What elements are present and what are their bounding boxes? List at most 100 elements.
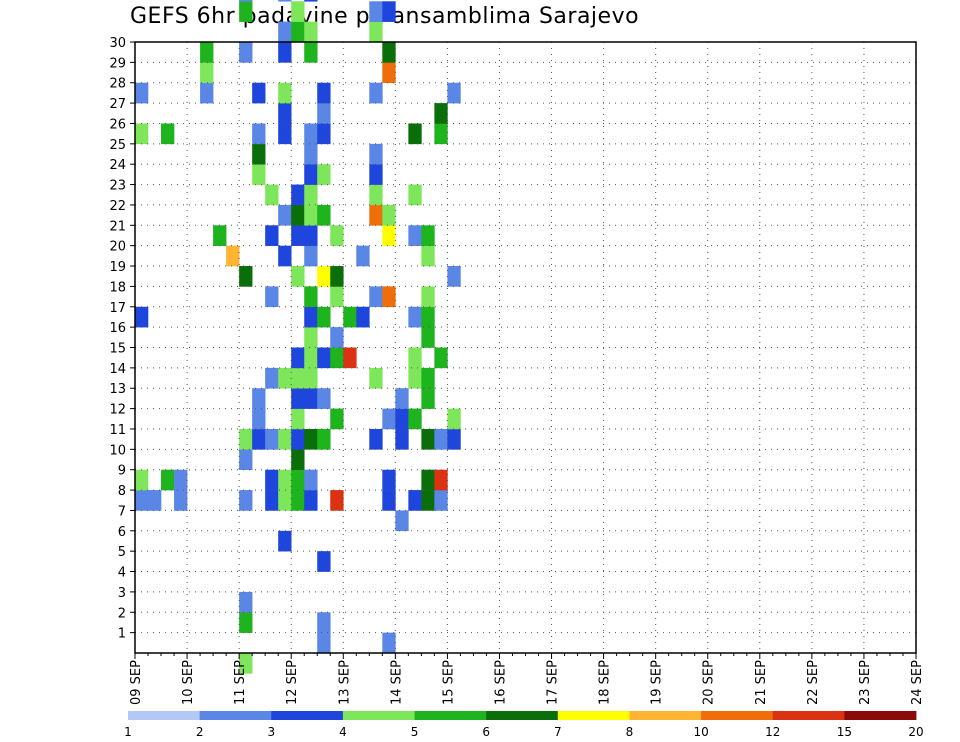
heatmap-cell [304,469,318,491]
heatmap-cell [265,469,279,491]
legend-label: 3 [267,725,275,739]
heatmap-cell [421,428,435,450]
heatmap-cell [148,490,162,511]
heatmap-cell [421,469,435,491]
y-tick-label: 23 [109,179,126,194]
heatmap-cell [395,428,409,450]
y-tick-label: 16 [109,321,126,336]
legend-swatch [342,711,415,720]
heatmap-cell [317,266,331,287]
y-tick-label: 17 [109,301,126,316]
heatmap-cell [304,327,318,348]
legend-swatch [414,711,487,720]
y-tick-label: 22 [109,199,126,214]
heatmap-cell [135,123,149,145]
heatmap-cell [278,490,292,511]
heatmap-cell [369,428,383,450]
heatmap-cell [161,123,175,145]
heatmap-cell [291,204,305,226]
y-tick-label: 8 [118,484,126,499]
heatmap-cell [317,347,331,369]
heatmap-cell [278,245,292,267]
heatmap-cell [239,653,253,674]
heatmap-cell [421,306,435,328]
x-tick-label: 12 SEP [285,660,300,705]
legend-swatch [557,711,630,720]
heatmap-cell [382,62,396,84]
x-tick-label: 18 SEP [598,660,613,705]
heatmap-cell [239,449,253,470]
heatmap-cell [239,42,253,63]
heatmap-cell [421,245,435,267]
heatmap-cell [421,490,435,511]
heatmap-cell [135,469,149,491]
y-tick-label: 1 [118,627,126,642]
y-tick-label: 21 [109,219,126,234]
heatmap-cell [434,347,448,369]
heatmap-cell [278,428,292,450]
heatmap-cell [278,21,292,43]
heatmap-cell [304,388,318,409]
heatmap-cell [291,449,305,470]
heatmap-cell [395,510,409,532]
heatmap-cell [408,306,422,328]
heatmap-cell [291,469,305,491]
x-tick-label: 24 SEP [910,660,925,705]
heatmap-cell [265,428,279,450]
heatmap-cell [408,367,422,389]
heatmap-cell [252,428,266,450]
heatmap-cell [252,143,266,165]
heatmap-cell [317,306,331,328]
heatmap-cell [447,266,461,287]
heatmap-cell [304,245,318,267]
heatmap-cell [408,184,422,206]
color-legend: 1 2 3 4 5 6 7 8 10 12 15 20 [124,711,924,739]
heatmap-cell [356,245,370,267]
heatmap-cell [252,408,266,430]
heatmap-cell [317,103,331,124]
heatmap-cell [200,42,214,63]
heatmap-cell [291,490,305,511]
heatmap-cell [174,469,188,491]
heatmap-cell [304,367,318,389]
y-tick-label: 27 [109,97,126,112]
heatmap-cell [291,21,305,43]
y-tick-label: 3 [118,586,126,601]
heatmap-cell [343,347,357,369]
heatmap-cell [382,490,396,511]
heatmap-cell [278,367,292,389]
y-tick-label: 9 [118,464,126,479]
heatmap-cell [278,530,292,552]
heatmap-cell [278,469,292,491]
heatmap-cell [278,123,292,145]
heatmap-cell [304,225,318,246]
y-tick-label: 4 [118,566,126,581]
y-tick-label: 18 [109,280,126,295]
grid-lines [135,42,916,653]
heatmap-cell [408,490,422,511]
heatmap-cell [304,123,318,145]
heatmap-cell [434,103,448,124]
heatmap-cell [304,347,318,369]
heatmap-cell [395,388,409,409]
legend-swatch [701,711,774,720]
y-tick-label: 19 [109,260,126,275]
heatmap-cell [343,306,357,328]
heatmap-cell [382,408,396,430]
heatmap-cell [369,204,383,226]
heatmap-cell [421,327,435,348]
heatmap-cell [317,632,331,654]
heatmap-cell [382,204,396,226]
y-tick-label: 14 [109,362,126,377]
heatmap-cell [278,204,292,226]
heatmap-cell [382,286,396,308]
legend-swatch [199,711,272,720]
heatmap-cell [239,266,253,287]
heatmap-cell [291,408,305,430]
heatmap-cell [239,1,253,22]
heatmap-cell [317,388,331,409]
heatmap-cell [369,21,383,43]
x-tick-label: 23 SEP [858,660,873,705]
heatmap-cell [291,428,305,450]
y-tick-label: 29 [109,56,126,71]
